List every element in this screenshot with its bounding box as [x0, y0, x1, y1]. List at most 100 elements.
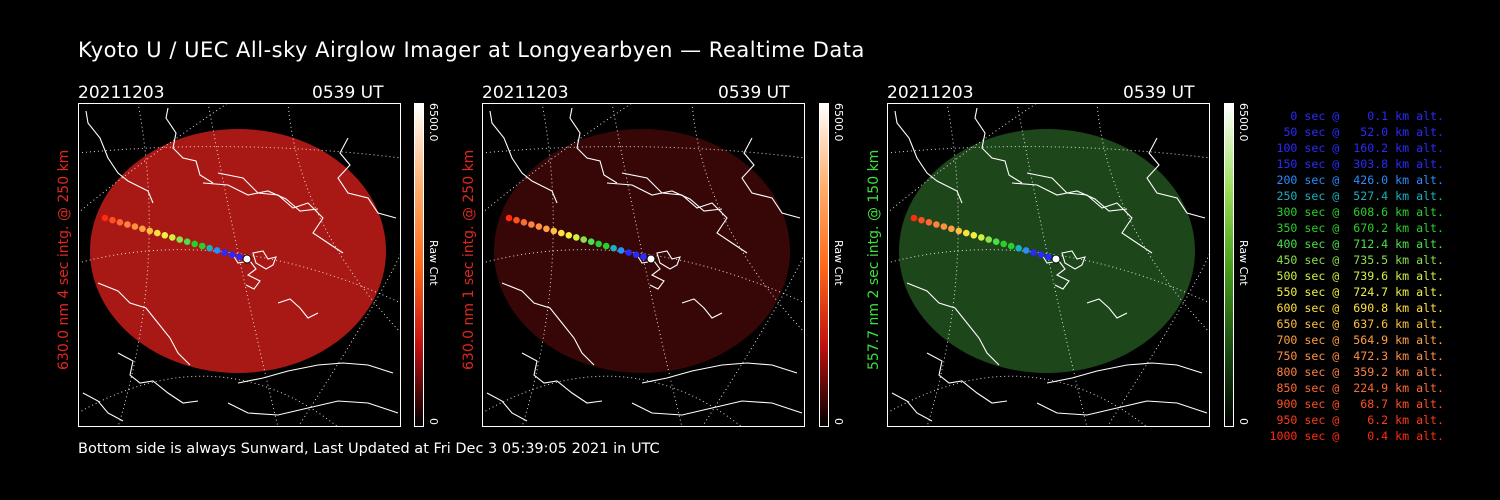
legend-row: 250 sec @ 527.4 km alt.: [1269, 189, 1444, 203]
trajectory-point: [213, 247, 221, 254]
lat-lon-grid-line: [887, 146, 1210, 159]
coastline: [117, 352, 199, 404]
coastline: [681, 298, 723, 319]
trajectory-point: [543, 225, 550, 233]
coastline: [621, 172, 748, 254]
colorbar: [1224, 103, 1234, 427]
trajectory-point: [513, 216, 520, 224]
lat-lon-grid-line: [78, 249, 401, 304]
legend-row: 300 sec @ 608.6 km alt.: [1269, 205, 1444, 219]
coastline: [82, 392, 124, 422]
coastline: [741, 137, 801, 219]
legend-row: 900 sec @ 68.7 km alt.: [1269, 397, 1444, 411]
trajectory-point: [535, 223, 543, 230]
legend-row: 1000 sec @ 0.4 km alt.: [1269, 429, 1444, 443]
lat-lon-grid-line: [482, 375, 743, 427]
legend-row: 650 sec @ 637.6 km alt.: [1269, 317, 1444, 331]
panel-time: 0539 UT: [312, 83, 384, 103]
lat-lon-grid-line: [887, 375, 1148, 427]
trajectory-point: [161, 232, 169, 239]
coastline: [1041, 254, 1070, 290]
panel-date: 20211203: [78, 83, 165, 103]
trajectory-point: [948, 225, 955, 233]
trajectory-point: [1045, 253, 1052, 261]
trajectory-point: [109, 216, 116, 224]
coastline: [606, 182, 723, 212]
coastline: [1011, 182, 1128, 212]
colorbar-min-label: 0: [832, 418, 845, 425]
trajectory-point: [242, 254, 252, 264]
coastline: [521, 352, 603, 404]
lat-lon-grid-line: [482, 146, 805, 159]
legend-row: 800 sec @ 359.2 km alt.: [1269, 365, 1444, 379]
svalbard-coastline: [252, 250, 277, 270]
trajectory-point: [640, 253, 647, 261]
coastline: [85, 110, 154, 204]
trajectory-point: [131, 223, 139, 230]
trajectory-point: [176, 236, 183, 243]
colorbar-max-label: 6500.0: [1237, 103, 1250, 142]
legend-row: 450 sec @ 735.5 km alt.: [1269, 253, 1444, 267]
trajectory-point: [918, 216, 925, 224]
trajectory-point: [228, 251, 236, 258]
trajectory-point: [580, 236, 587, 243]
panel-date: 20211203: [482, 83, 569, 103]
lat-lon-grid-line: [1106, 252, 1210, 427]
trajectory-point: [1030, 249, 1037, 256]
panel-side-label: 630.0 nm 4 sec intg. @ 250 km: [56, 149, 72, 370]
trajectory-point: [1000, 240, 1007, 248]
colorbar-min-label: 0: [427, 418, 440, 425]
lat-lon-grid-line: [887, 249, 1210, 304]
trajectory-point: [146, 227, 154, 235]
allsky-image-630-4sec: [78, 103, 401, 427]
trajectory-point: [963, 229, 970, 237]
trajectory-point: [646, 254, 656, 264]
trajectory-point: [221, 249, 228, 256]
lat-lon-grid-line: [78, 375, 339, 427]
coastline: [227, 400, 399, 416]
legend-row: 50 sec @ 52.0 km alt.: [1269, 125, 1444, 139]
colorbar-max-label: 6500.0: [427, 103, 440, 142]
trajectory-point: [978, 234, 985, 241]
coastline: [277, 298, 319, 319]
trajectory-point: [520, 219, 528, 226]
trajectory-point: [933, 221, 940, 228]
coastline: [486, 392, 528, 422]
coastline: [974, 107, 1023, 184]
legend-row: 500 sec @ 739.6 km alt.: [1269, 269, 1444, 283]
trajectory-point: [191, 240, 198, 248]
trajectory-point: [595, 240, 602, 248]
trajectory-point: [573, 234, 580, 241]
trajectory-point: [101, 214, 109, 222]
trajectory-point: [505, 214, 513, 222]
colorbar-unit-label: Raw Cnt: [832, 240, 845, 286]
trajectory-point: [550, 227, 558, 235]
coastline: [217, 172, 344, 254]
trajectory-point: [925, 219, 933, 226]
lat-lon-grid-line: [1016, 103, 1088, 427]
coastline: [906, 282, 1000, 366]
trajectory-point: [1007, 242, 1015, 250]
legend-row: 150 sec @ 303.8 km alt.: [1269, 157, 1444, 171]
legend-row: 350 sec @ 670.2 km alt.: [1269, 221, 1444, 235]
trajectory-point: [617, 247, 625, 254]
coastline: [926, 352, 1008, 404]
panel-date: 20211203: [887, 83, 974, 103]
trajectory-point: [1015, 244, 1022, 252]
coastline: [1046, 362, 1203, 384]
colorbar-min-label: 0: [1237, 418, 1250, 425]
coastline: [1086, 298, 1128, 319]
coastline: [202, 182, 319, 212]
panel-side-label: 557.7 nm 2 sec intg. @ 150 km: [866, 149, 882, 370]
trajectory-point: [565, 232, 573, 239]
trajectory-point: [602, 242, 610, 250]
coastline: [232, 254, 261, 290]
coastline: [237, 362, 394, 384]
coastline: [891, 392, 933, 422]
airglow-emission: [90, 129, 386, 373]
trajectory-point: [236, 253, 243, 261]
trajectory-point: [970, 232, 978, 239]
colorbar: [819, 103, 829, 427]
legend-row: 400 sec @ 712.4 km alt.: [1269, 237, 1444, 251]
legend-row: 550 sec @ 724.7 km alt.: [1269, 285, 1444, 299]
